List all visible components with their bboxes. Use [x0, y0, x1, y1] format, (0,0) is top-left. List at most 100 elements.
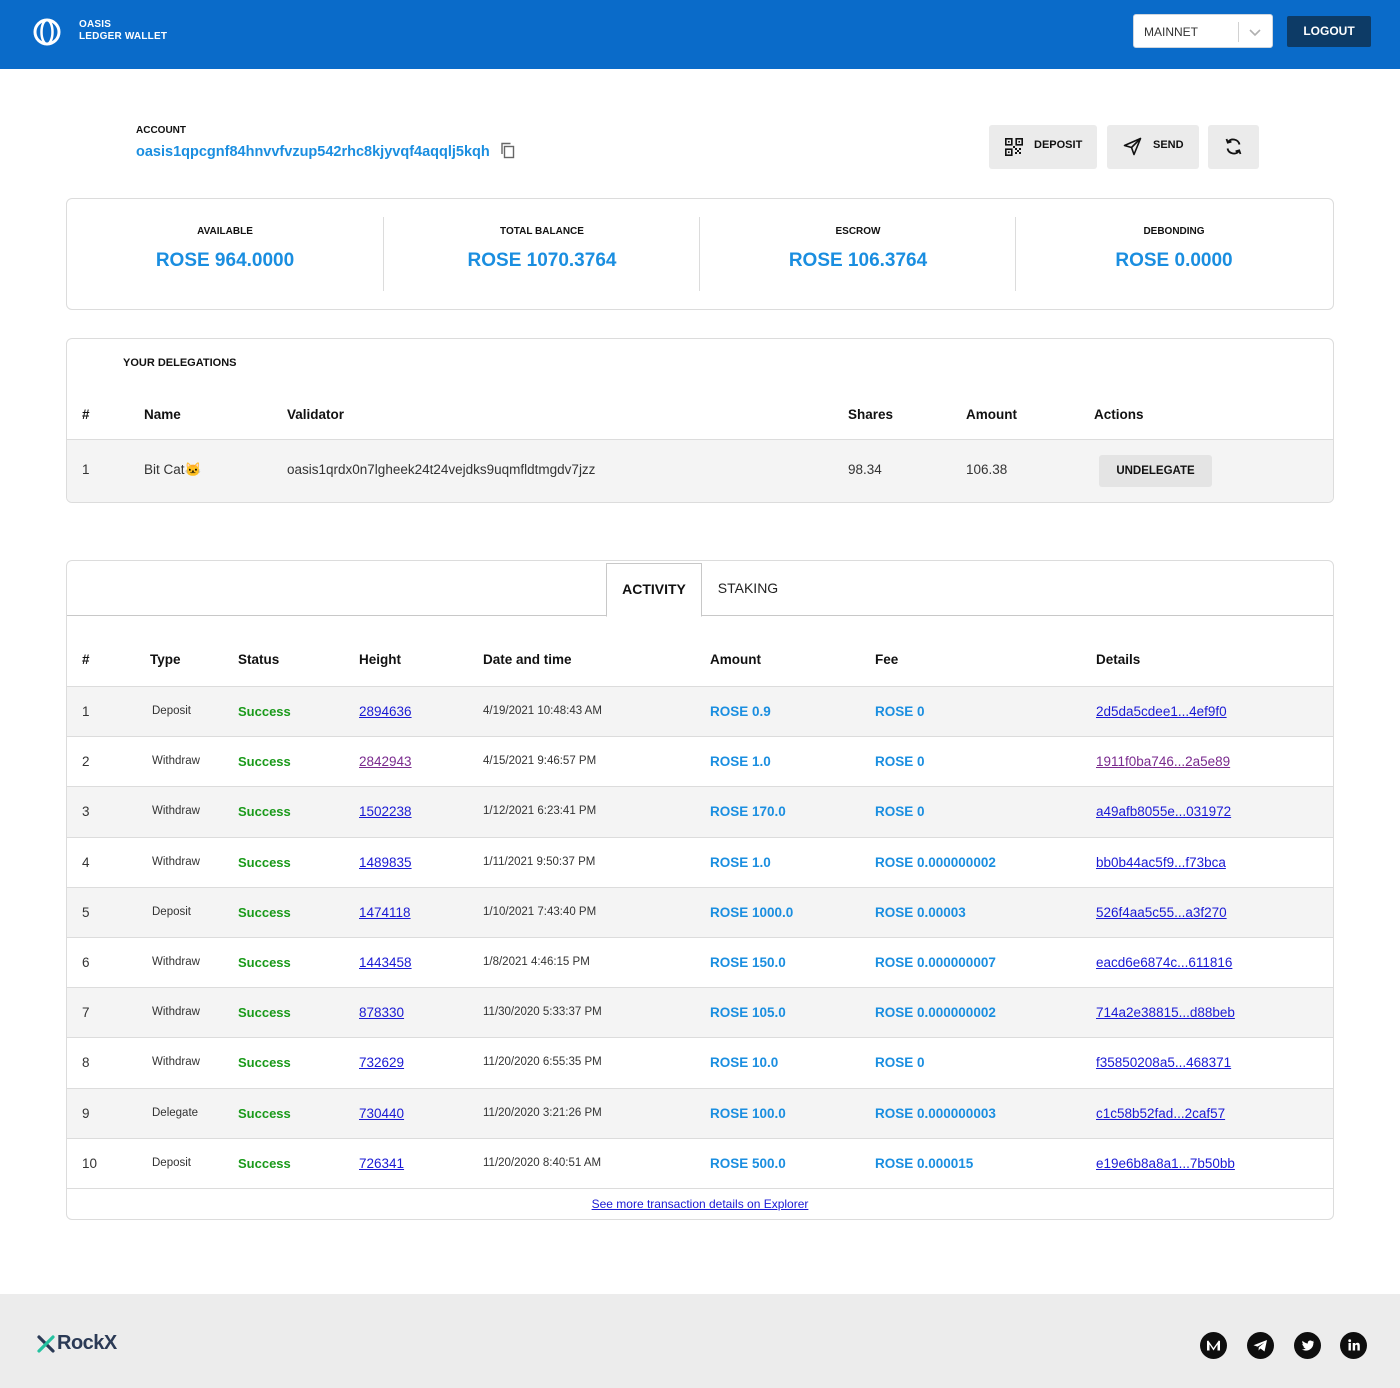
- divider: [1015, 217, 1016, 291]
- divider: [383, 217, 384, 291]
- tx-details-link[interactable]: 1911f0ba746...2a5e89: [1096, 754, 1231, 770]
- twitter-glyph: [1301, 1340, 1314, 1351]
- tx-height-link[interactable]: 1489835: [359, 854, 412, 870]
- tx-details-link[interactable]: e19e6b8a8a1...7b50bb: [1096, 1155, 1235, 1171]
- copy-icon[interactable]: [500, 142, 516, 159]
- tx-height-link[interactable]: 878330: [359, 1005, 405, 1021]
- tx-details-link[interactable]: 2d5da5cdee1...4ef9f0: [1096, 704, 1227, 719]
- deposit-button[interactable]: DEPOSIT: [989, 125, 1097, 169]
- tx-status: Success: [238, 804, 291, 820]
- tx-amount: ROSE 500.0: [710, 1155, 786, 1171]
- tx-type: Withdraw: [152, 1056, 200, 1069]
- tx-fee: ROSE 0: [875, 754, 925, 770]
- balance-amount: ROSE 1070.3764: [467, 250, 617, 271]
- activity-card: ACTIVITY STAKING # Type Status Height Da…: [66, 560, 1334, 1220]
- tx-height-link[interactable]: 1502238: [359, 804, 412, 820]
- qr-code-icon: [1005, 138, 1023, 156]
- tx-height-link[interactable]: 1474118: [359, 904, 411, 920]
- tx-amount: ROSE 1.0: [710, 854, 771, 870]
- send-icon: [1123, 137, 1142, 156]
- tx-date: 1/11/2021 9:50:37 PM: [483, 855, 596, 868]
- tx-fee: ROSE 0: [875, 1055, 925, 1071]
- tx-amount: ROSE 105.0: [710, 1005, 786, 1021]
- account-address: oasis1qpcgnf84hnvvfvzup542rhc8kjyvqf4aqq…: [136, 144, 490, 160]
- tx-type: Withdraw: [152, 855, 200, 868]
- tx-date: 4/19/2021 10:48:43 AM: [483, 705, 602, 717]
- brand-line-1: OASIS: [79, 19, 112, 30]
- tab-activity[interactable]: ACTIVITY: [606, 563, 702, 617]
- tx-type: Delegate: [152, 1106, 199, 1119]
- tx-details-link[interactable]: 714a2e38815...d88beb: [1096, 1005, 1235, 1021]
- balance-escrow: ESCROW ROSE 106.3764: [700, 199, 1016, 309]
- tx-fee: ROSE 0.000015: [875, 1155, 974, 1171]
- balance-label: ESCROW: [835, 226, 881, 237]
- column-header: Validator: [287, 407, 345, 422]
- tab-staking[interactable]: STAKING: [717, 580, 779, 596]
- tx-type: Withdraw: [152, 755, 200, 768]
- chevron-down-icon: [1249, 29, 1261, 37]
- tx-amount: ROSE 10.0: [710, 1055, 779, 1071]
- medium-glyph: [1207, 1340, 1220, 1351]
- tx-details-link[interactable]: 526f4aa5c55...a3f270: [1096, 904, 1227, 920]
- tx-num: 1: [82, 704, 90, 719]
- refresh-button[interactable]: [1208, 125, 1259, 169]
- undelegate-button[interactable]: UNDELEGATE: [1099, 455, 1212, 487]
- brand-line-2: LEDGER WALLET: [79, 31, 168, 42]
- column-header: #: [82, 407, 90, 422]
- tx-details-link[interactable]: c1c58b52fad...2caf57: [1096, 1105, 1226, 1121]
- tx-type: Deposit: [152, 905, 191, 918]
- column-header: Details: [1096, 652, 1141, 667]
- tx-amount: ROSE 0.9: [710, 704, 771, 719]
- tx-details-link[interactable]: f35850208a5...468371: [1096, 1055, 1232, 1071]
- balance-label: AVAILABLE: [197, 226, 253, 237]
- transaction-row: 6 Withdraw Success 1443458 1/8/2021 4:46:15 …: [67, 938, 1333, 989]
- tx-height-link[interactable]: 726341: [359, 1155, 405, 1171]
- transactions-table-header: # Type Status Height Date and time Amoun…: [67, 639, 1333, 687]
- logout-button[interactable]: LOGOUT: [1287, 16, 1371, 47]
- delegation-row: 1 Bit Cat🐱 oasis1qrdx0n7lgheek24t24vejdk…: [67, 440, 1333, 502]
- column-header: Fee: [875, 652, 899, 667]
- delegation-name: Bit Cat🐱: [144, 462, 202, 477]
- tx-date: 11/20/2020 3:21:26 PM: [483, 1106, 602, 1119]
- telegram-glyph: [1253, 1340, 1267, 1352]
- tx-num: 2: [82, 754, 90, 770]
- transaction-row: 4 Withdraw Success 1489835 1/11/2021 9:50:37…: [67, 838, 1333, 888]
- linkedin-glyph: [1348, 1339, 1360, 1351]
- tab-bar: ACTIVITY STAKING: [67, 561, 1333, 617]
- balance-label: DEBONDING: [1143, 226, 1205, 237]
- tx-height-link[interactable]: 2894636: [359, 704, 412, 719]
- tx-status: Success: [238, 1055, 291, 1071]
- medium-icon[interactable]: [1200, 1332, 1227, 1359]
- tx-details-link[interactable]: a49afb8055e...031972: [1096, 804, 1232, 820]
- tx-height-link[interactable]: 1443458: [359, 954, 412, 970]
- tx-amount: ROSE 1.0: [710, 754, 771, 770]
- linkedin-icon[interactable]: [1340, 1332, 1367, 1359]
- tx-num: 10: [82, 1155, 98, 1171]
- telegram-icon[interactable]: [1247, 1332, 1274, 1359]
- tx-height-link[interactable]: 732629: [359, 1055, 405, 1071]
- transactions-table-body: 1 Deposit Success 2894636 4/19/2021 10:48:43…: [67, 687, 1333, 1189]
- tx-status: Success: [238, 1155, 291, 1171]
- balance-amount: ROSE 0.0000: [1115, 250, 1233, 271]
- column-header: Shares: [848, 407, 894, 422]
- explorer-link[interactable]: See more transaction details on Explorer: [591, 1197, 809, 1211]
- tx-details-link[interactable]: eacd6e6874c...611816: [1096, 954, 1233, 970]
- network-select[interactable]: MAINNET: [1133, 14, 1273, 48]
- tx-amount: ROSE 1000.0: [710, 904, 794, 920]
- balance-label: TOTAL BALANCE: [500, 226, 584, 237]
- tx-height-link[interactable]: 2842943: [359, 754, 412, 770]
- tx-date: 11/30/2020 5:33:37 PM: [483, 1006, 602, 1019]
- tx-date: 1/12/2021 6:23:41 PM: [483, 805, 597, 818]
- delegations-card: YOUR DELEGATIONS # Name Validator Shares…: [66, 338, 1334, 503]
- tx-amount: ROSE 170.0: [710, 804, 786, 820]
- tx-details-link[interactable]: bb0b44ac5f9...f73bca: [1096, 854, 1226, 870]
- column-header: Status: [238, 652, 280, 667]
- column-header: Type: [150, 652, 181, 667]
- send-button[interactable]: SEND: [1107, 125, 1199, 169]
- tx-height-link[interactable]: 730440: [359, 1105, 405, 1121]
- delegations-table-header: # Name Validator Shares Amount Actions: [67, 395, 1333, 440]
- tx-num: 4: [82, 854, 90, 870]
- twitter-icon[interactable]: [1294, 1332, 1321, 1359]
- column-header: Amount: [710, 652, 761, 667]
- tx-num: 3: [82, 804, 90, 820]
